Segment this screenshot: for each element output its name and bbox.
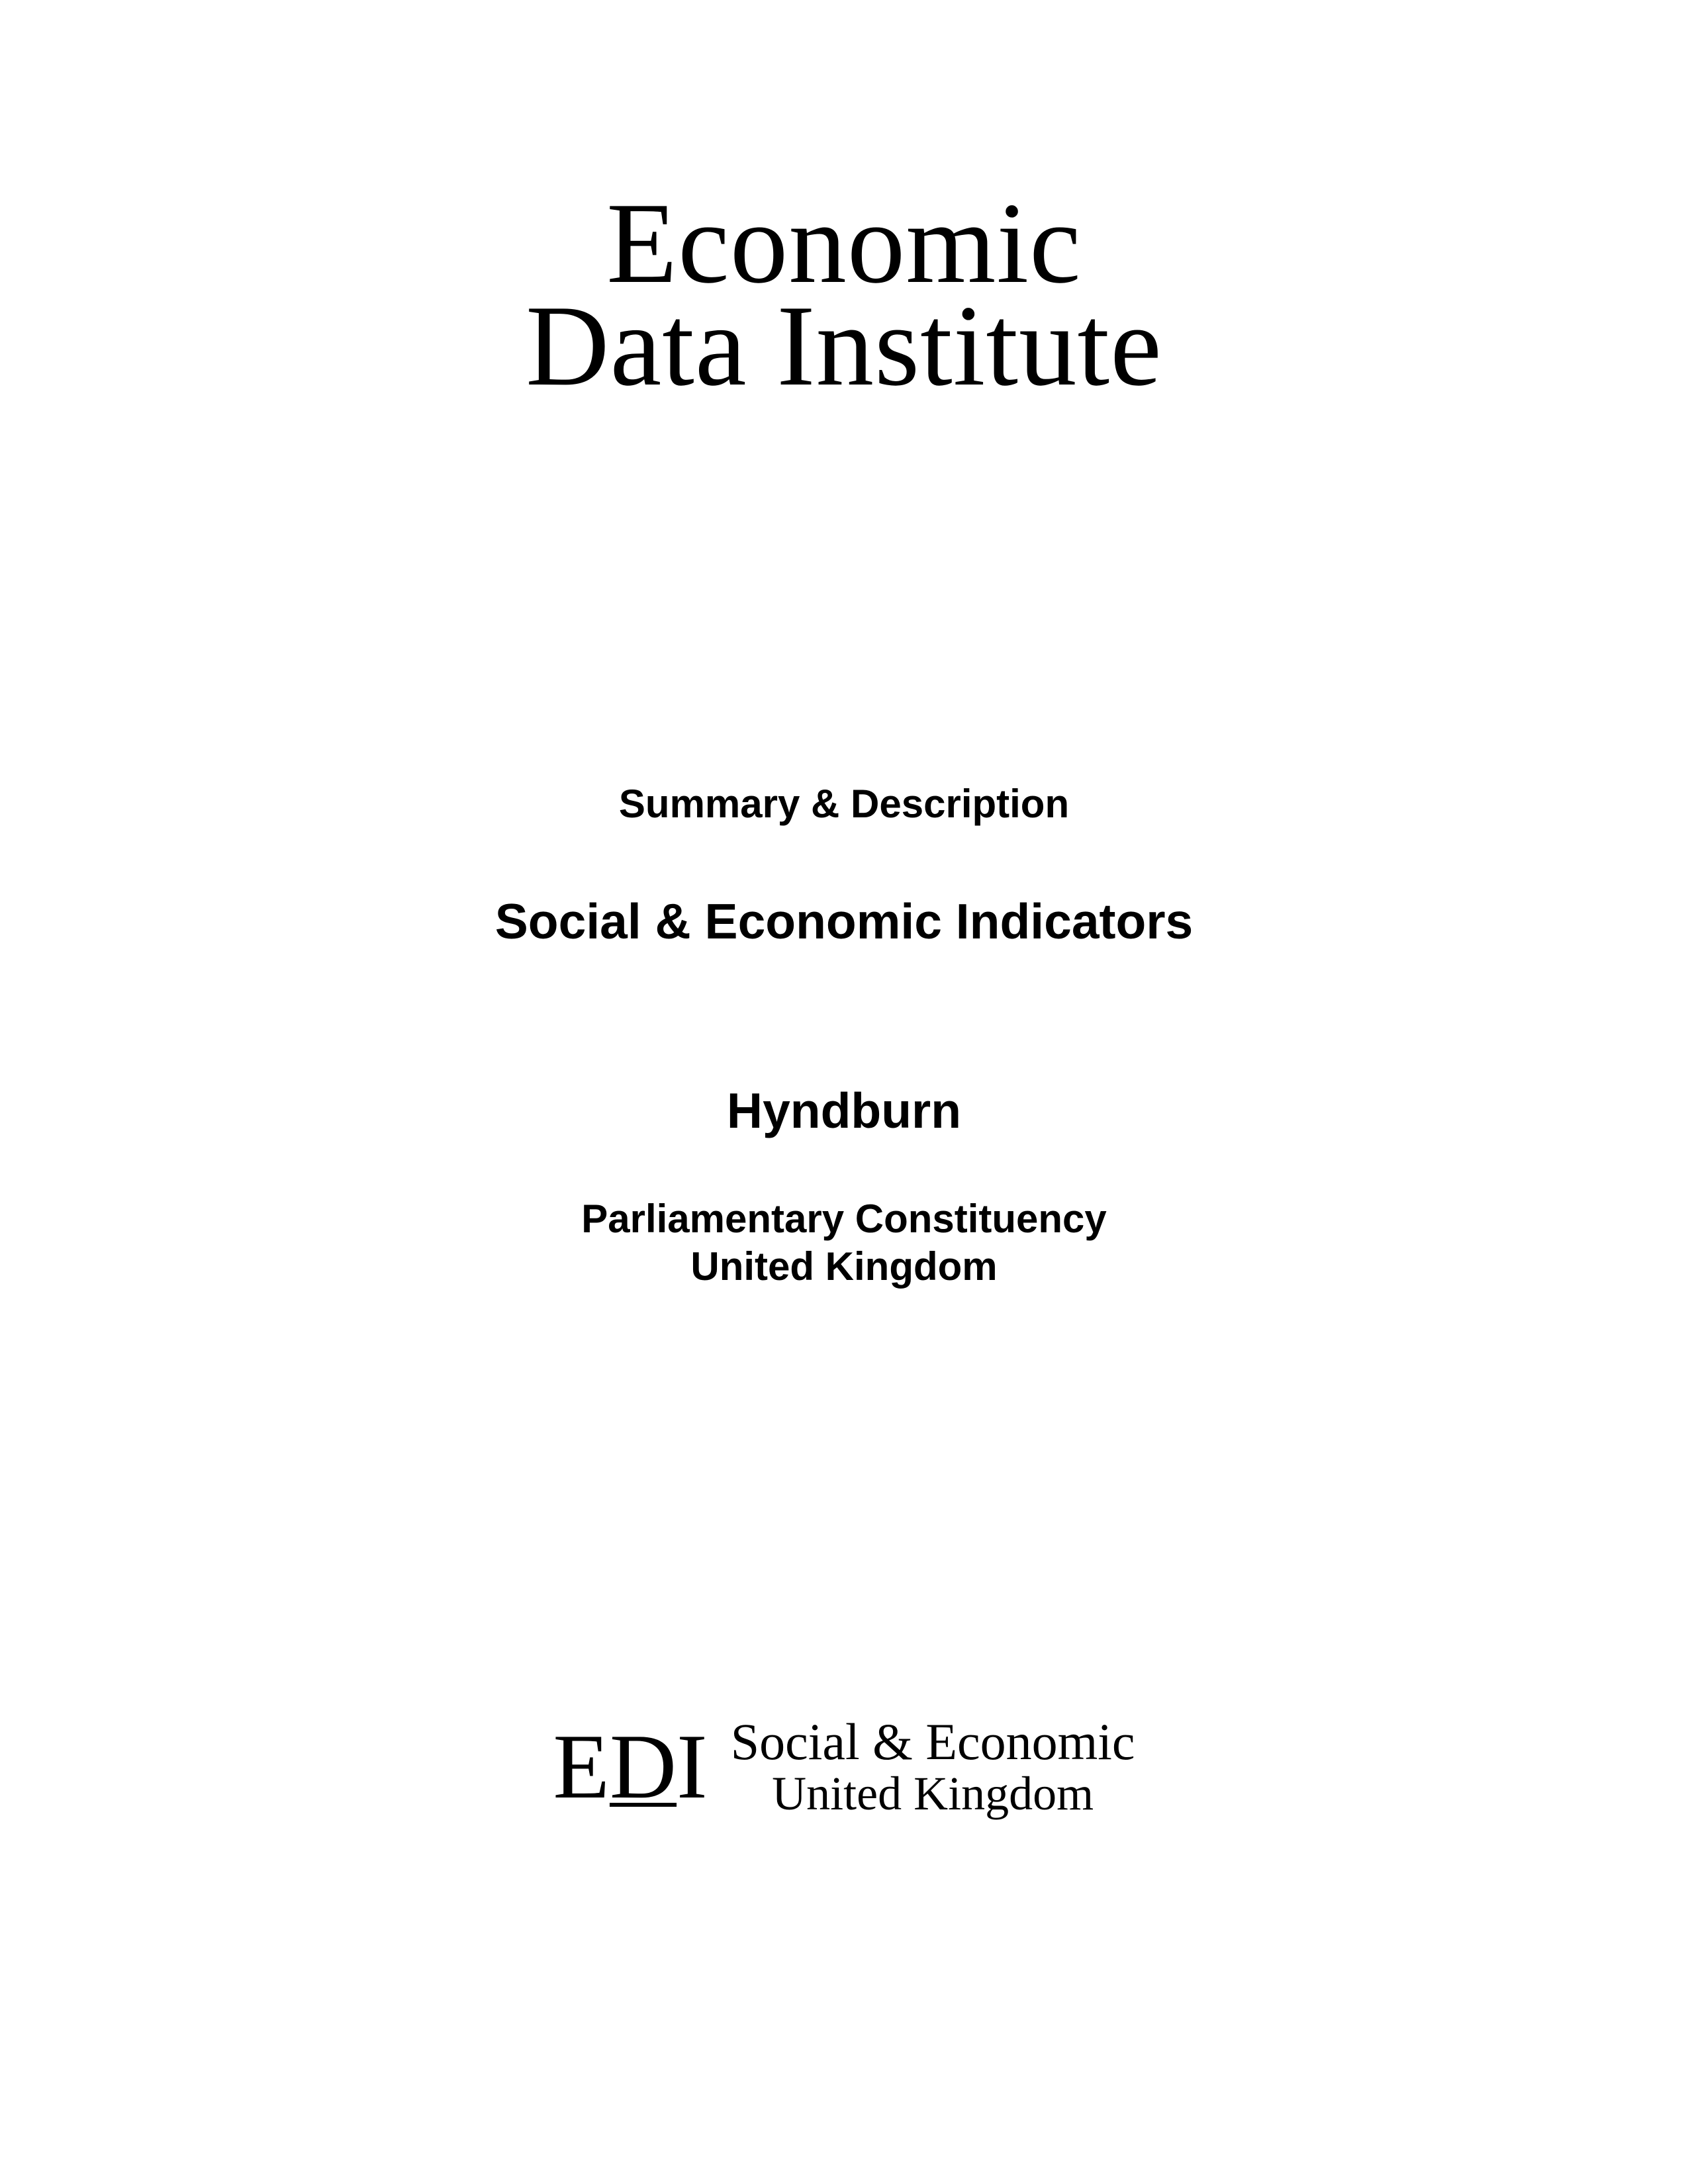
footer-text-line2: United Kingdom: [731, 1769, 1135, 1819]
edi-mark-i: I: [677, 1713, 708, 1820]
edi-mark-e: E: [553, 1713, 610, 1820]
footer-logo: EDI Social & Economic United Kingdom: [553, 1713, 1135, 1820]
edi-logo-mark: EDI: [553, 1713, 707, 1820]
header-logo-line2: Data Institute: [526, 288, 1162, 404]
content-block: Summary & Description Social & Economic …: [495, 781, 1193, 1291]
subtitle-line2: United Kingdom: [495, 1243, 1193, 1291]
subject-name: Hyndburn: [495, 1082, 1193, 1139]
footer-text-block: Social & Economic United Kingdom: [731, 1715, 1135, 1819]
edi-mark-d: D: [610, 1713, 677, 1820]
footer-text-line1: Social & Economic: [731, 1715, 1135, 1769]
header-logo: Economic Data Institute: [526, 185, 1162, 404]
document-title: Social & Economic Indicators: [495, 893, 1193, 950]
subtitle-line1: Parliamentary Constituency: [495, 1195, 1193, 1243]
document-page: Economic Data Institute Summary & Descri…: [0, 0, 1688, 2184]
summary-description-label: Summary & Description: [495, 781, 1193, 827]
